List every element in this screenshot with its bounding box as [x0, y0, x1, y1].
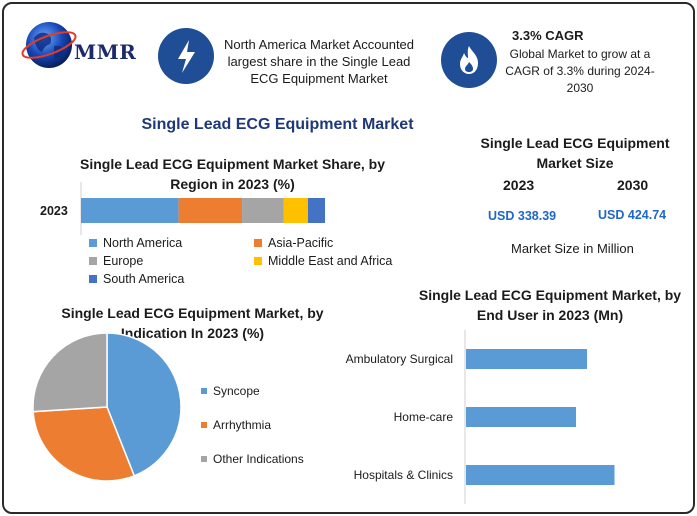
- legend-swatch: [201, 388, 207, 394]
- header-box1-text: North America Market Accounted largest s…: [223, 37, 415, 86]
- pie-slice-0: [106, 332, 182, 477]
- end-user-bar: [466, 465, 615, 485]
- market-size-title: Single Lead ECG Equipment Market Size: [480, 135, 670, 171]
- pie-slice-2: [32, 332, 108, 413]
- pie-slice-1: [32, 406, 136, 482]
- legend-south-america: South America: [89, 272, 184, 286]
- legend-asia-pacific: Asia-Pacific: [254, 236, 333, 250]
- end-user-chart-title: Single Lead ECG Equipment Market, by End…: [418, 287, 682, 323]
- legend-swatch: [254, 239, 262, 247]
- legend-arrhythmia: Arrhythmia: [201, 418, 271, 432]
- indication-pie-chart: [32, 332, 182, 482]
- market-size-note: Market Size in Million: [511, 241, 634, 256]
- legend-label: South America: [103, 272, 185, 286]
- legend-swatch: [89, 239, 97, 247]
- market-size-value-2023: USD 338.39: [488, 209, 557, 223]
- legend-label: Other Indications: [213, 452, 304, 466]
- cagr-text: Global Market to grow at a CAGR of 3.3% …: [505, 47, 655, 95]
- indication-chart-title: Single Lead ECG Equipment Market, by Ind…: [61, 305, 324, 341]
- region-bar-segment-1: [178, 198, 243, 223]
- legend-label: Arrhythmia: [213, 418, 272, 432]
- legend-europe: Europe: [89, 254, 143, 268]
- region-bar-segment-4: [307, 198, 325, 223]
- market-size-year-2023: 2023: [503, 177, 535, 193]
- region-bar-segment-2: [242, 198, 284, 223]
- flame-icon: [441, 32, 497, 88]
- end-user-category-label: Hospitals & Clinics: [354, 468, 453, 482]
- legend-other-indications: Other Indications: [201, 452, 304, 466]
- legend-swatch: [89, 275, 97, 283]
- market-size-value-2030: USD 424.74: [598, 208, 667, 222]
- legend-label: Europe: [103, 254, 144, 268]
- market-size-year-2030: 2030: [617, 177, 649, 193]
- main-title: Single Lead ECG Equipment Market: [141, 116, 414, 133]
- region-bar-segment-0: [81, 198, 179, 223]
- end-user-bar: [466, 407, 576, 427]
- legend-swatch: [254, 257, 262, 265]
- globe-logo-icon: [21, 22, 77, 68]
- legend-swatch: [201, 456, 207, 462]
- legend-syncope: Syncope: [201, 384, 260, 398]
- legend-label: Asia-Pacific: [268, 236, 334, 250]
- lightning-icon: [158, 28, 214, 84]
- end-user-category-label: Home-care: [394, 410, 454, 424]
- end-user-category-label: Ambulatory Surgical: [346, 352, 453, 366]
- legend-north-america: North America: [89, 236, 182, 250]
- legend-label: Syncope: [213, 384, 260, 398]
- legend-swatch: [89, 257, 97, 265]
- legend-middle-east-africa: Middle East and Africa: [254, 254, 392, 268]
- cagr-title: 3.3% CAGR: [512, 28, 584, 43]
- legend-swatch: [201, 422, 207, 428]
- logo-text: MMR: [74, 40, 137, 64]
- region-chart-category-label: 2023: [40, 204, 68, 218]
- end-user-bar: [466, 349, 587, 369]
- region-chart-title: Single Lead ECG Equipment Market Share, …: [80, 156, 385, 192]
- legend-label: North America: [103, 236, 183, 250]
- legend-label: Middle East and Africa: [268, 254, 393, 268]
- region-bar-segment-3: [283, 198, 308, 223]
